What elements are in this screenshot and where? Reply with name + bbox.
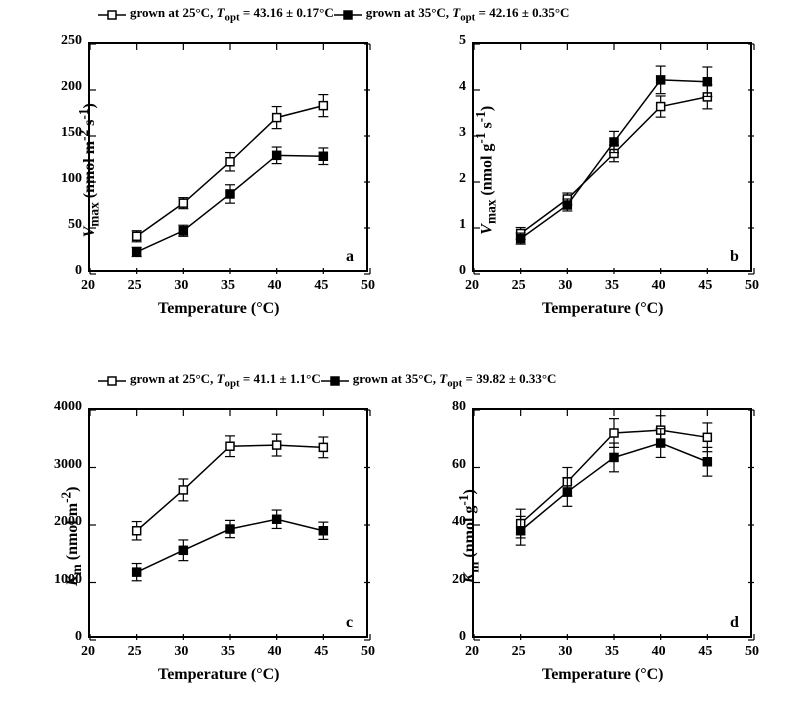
xtick-label: 45	[693, 644, 717, 660]
panel-a-plot-area	[88, 42, 368, 272]
ytick-label: 0	[75, 629, 82, 645]
panel-c-svg	[90, 410, 370, 640]
panel-d-plot-area	[472, 408, 752, 638]
xtick-label: 25	[123, 278, 147, 294]
panel-b-plot-area	[472, 42, 752, 272]
xtick-label: 40	[647, 644, 671, 660]
ytick-label: 3	[459, 125, 466, 141]
xtick-label: 35	[600, 644, 624, 660]
figure-container: 20253035404550050100150200250aVmax (nmol…	[0, 0, 800, 718]
xtick-label: 50	[740, 278, 764, 294]
panel-b-svg	[474, 44, 754, 274]
legend-text: grown at 35°C, Topt = 42.16 ± 0.35°C	[366, 4, 570, 25]
legend-item: grown at 25°C, Topt = 43.16 ± 0.17°C	[98, 4, 334, 25]
panel-letter-d: d	[730, 614, 739, 632]
xtick-label: 30	[553, 644, 577, 660]
ytick-label: 4	[459, 79, 466, 95]
ytick-label: 60	[452, 457, 466, 473]
ylabel-c: Km (nmol m-2)	[59, 486, 86, 586]
xtick-label: 20	[460, 644, 484, 660]
xlabel-d: Temperature (°C)	[542, 666, 663, 684]
ytick-label: 0	[459, 629, 466, 645]
legend-item: grown at 35°C, Topt = 42.16 ± 0.35°C	[334, 4, 570, 25]
ytick-label: 5	[459, 33, 466, 49]
ytick-label: 1	[459, 217, 466, 233]
panel-c-plot-area	[88, 408, 368, 638]
xtick-label: 20	[460, 278, 484, 294]
xtick-label: 20	[76, 278, 100, 294]
xtick-label: 30	[169, 644, 193, 660]
xtick-label: 45	[309, 278, 333, 294]
panel-d-svg	[474, 410, 754, 640]
xtick-label: 50	[356, 644, 380, 660]
xtick-label: 25	[507, 278, 531, 294]
xtick-label: 40	[263, 278, 287, 294]
ytick-label: 4000	[54, 399, 82, 415]
xtick-label: 40	[263, 644, 287, 660]
xtick-label: 25	[123, 644, 147, 660]
xlabel-c: Temperature (°C)	[158, 666, 279, 684]
xtick-label: 35	[600, 278, 624, 294]
panel-letter-b: b	[730, 248, 739, 266]
xtick-label: 50	[356, 278, 380, 294]
xtick-label: 20	[76, 644, 100, 660]
ylabel-d: Km (nmol g-1)	[456, 489, 483, 583]
xtick-label: 35	[216, 644, 240, 660]
ytick-label: 0	[75, 263, 82, 279]
xtick-label: 40	[647, 278, 671, 294]
legend-c: grown at 25°C, Topt = 41.1 ± 1.1°C grown …	[98, 370, 556, 391]
panel-a-svg	[90, 44, 370, 274]
ytick-label: 2	[459, 171, 466, 187]
legend-text: grown at 25°C, Topt = 43.16 ± 0.17°C	[130, 4, 334, 25]
ytick-label: 80	[452, 399, 466, 415]
legend-text: grown at 25°C, Topt = 41.1 ± 1.1°C	[130, 370, 321, 391]
xtick-label: 45	[693, 278, 717, 294]
ytick-label: 250	[61, 33, 82, 49]
legend-item: grown at 35°C, Topt = 39.82 ± 0.33°C	[321, 370, 557, 391]
panel-letter-a: a	[346, 248, 354, 266]
legend-text: grown at 35°C, Topt = 39.82 ± 0.33°C	[353, 370, 557, 391]
xtick-label: 30	[553, 278, 577, 294]
xlabel-a: Temperature (°C)	[158, 300, 279, 318]
legend-a: grown at 25°C, Topt = 43.16 ± 0.17°C grow…	[98, 4, 569, 25]
xtick-label: 50	[740, 644, 764, 660]
legend-item: grown at 25°C, Topt = 41.1 ± 1.1°C	[98, 370, 321, 391]
ylabel-b: Vmax (nmol g-1 s-1)	[473, 106, 500, 235]
xlabel-b: Temperature (°C)	[542, 300, 663, 318]
ylabel-a: Vmax (nmol m-2 s-1)	[76, 103, 103, 237]
ytick-label: 3000	[54, 457, 82, 473]
ytick-label: 200	[61, 79, 82, 95]
xtick-label: 45	[309, 644, 333, 660]
xtick-label: 35	[216, 278, 240, 294]
xtick-label: 30	[169, 278, 193, 294]
panel-letter-c: c	[346, 614, 353, 632]
xtick-label: 25	[507, 644, 531, 660]
ytick-label: 0	[459, 263, 466, 279]
